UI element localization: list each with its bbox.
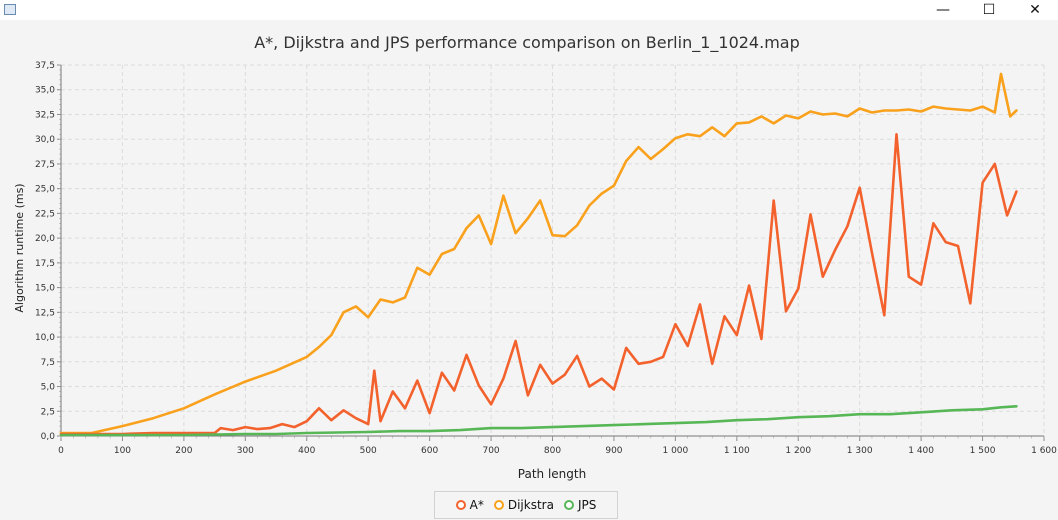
y-tick-label: 17,5: [35, 259, 55, 269]
x-tick-label: 700: [482, 446, 499, 456]
x-tick-label: 200: [175, 446, 192, 456]
y-tick-label: 37,5: [35, 61, 55, 71]
x-tick-label: 1 200: [785, 446, 811, 456]
app-icon: [4, 4, 16, 15]
y-tick-label: 7,5: [41, 358, 55, 368]
legend: A* Dijkstra JPS: [434, 491, 618, 519]
series-line-jps: [59, 404, 1018, 437]
maximize-button[interactable]: ☐: [982, 2, 996, 18]
axes: 0,0 2,5 5,0 7,5 10,0 12,5 15,0 17,5 20,0 22,5 25,0…: [35, 61, 1057, 456]
y-tick-label: 22,5: [35, 209, 55, 219]
x-tick-label: 1 400: [908, 446, 934, 456]
y-tick-label: 32,5: [35, 110, 55, 120]
y-tick-label: 5,0: [41, 383, 56, 393]
y-tick-label: 27,5: [35, 160, 55, 170]
y-tick-label: 25,0: [35, 185, 55, 195]
x-tick-label: 400: [298, 446, 315, 456]
series-line-dijkstra: [59, 72, 1018, 435]
x-tick-label: 800: [544, 446, 561, 456]
x-tick-label: 600: [421, 446, 438, 456]
x-tick-label: 1 100: [724, 446, 750, 456]
legend-item-jps: JPS: [563, 498, 597, 512]
legend-symbol: [493, 500, 504, 510]
series-line-a: [59, 133, 1018, 436]
x-tick-label: 1 300: [847, 446, 873, 456]
y-tick-label: 30,0: [35, 135, 55, 145]
legend-item-astar: A*: [455, 498, 484, 512]
x-tick-label: 1 600: [1031, 446, 1057, 456]
legend-symbol: [563, 500, 574, 510]
series-lines: [59, 72, 1018, 437]
y-tick-label: 2,5: [41, 407, 55, 417]
y-tick-label: 20,0: [35, 234, 55, 244]
x-tick-label: 1 000: [662, 446, 688, 456]
close-button[interactable]: ✕: [1029, 2, 1041, 18]
legend-label: A*: [469, 498, 484, 512]
y-tick-label: 35,0: [35, 86, 55, 96]
legend-item-dijkstra: Dijkstra: [493, 498, 554, 512]
y-tick-label: 15,0: [35, 284, 55, 294]
x-tick-label: 1 500: [970, 446, 996, 456]
legend-label: Dijkstra: [507, 498, 554, 512]
x-tick-label: 0: [58, 446, 64, 456]
y-tick-label: 10,0: [35, 333, 55, 343]
x-tick-label: 500: [360, 446, 377, 456]
line-chart: A*, Dijkstra and JPS performance compari…: [13, 33, 1057, 481]
y-tick-label: 12,5: [35, 308, 55, 318]
legend-label: JPS: [577, 498, 597, 512]
x-tick-label: 100: [114, 446, 131, 456]
y-tick-label: 0,0: [41, 432, 56, 442]
legend-symbol: [455, 500, 466, 510]
grid: [61, 64, 1045, 436]
window-titlebar: — ☐ ✕: [0, 0, 1058, 20]
x-tick-label: 300: [237, 446, 254, 456]
y-axis-label: Algorithm runtime (ms): [13, 183, 26, 312]
chart-title: A*, Dijkstra and JPS performance compari…: [254, 33, 800, 53]
x-axis-label: Path length: [518, 467, 586, 481]
minimize-button[interactable]: —: [936, 2, 950, 18]
x-tick-label: 900: [605, 446, 622, 456]
